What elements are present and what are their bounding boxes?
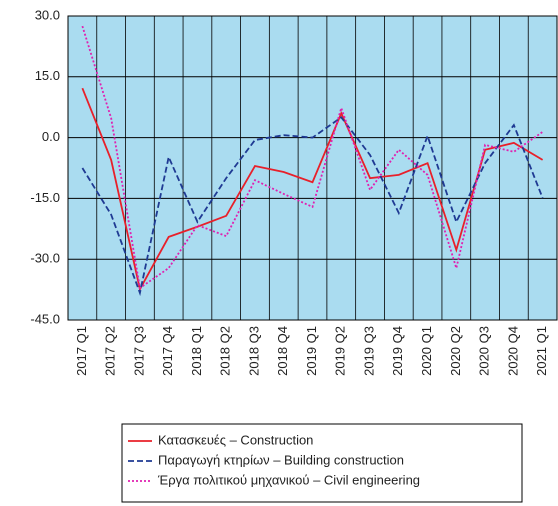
legend-label: Παραγωγή κτηρίων – Building construction xyxy=(158,452,404,467)
x-tick-label: 2020 Q4 xyxy=(505,326,520,376)
x-tick-label: 2021 Q1 xyxy=(534,326,549,376)
x-tick-label: 2018 Q1 xyxy=(189,326,204,376)
y-tick-label: 0.0 xyxy=(42,129,60,144)
x-tick-label: 2017 Q3 xyxy=(131,326,146,376)
x-tick-label: 2020 Q1 xyxy=(419,326,434,376)
x-tick-label: 2017 Q4 xyxy=(160,326,175,376)
series-line xyxy=(81,25,544,290)
y-tick-label: -15.0 xyxy=(30,190,60,205)
x-tick-label: 2019 Q3 xyxy=(361,326,376,376)
x-tick-label: 2019 Q2 xyxy=(333,326,348,376)
x-tick-label: 2020 Q2 xyxy=(448,326,463,376)
plot-border xyxy=(67,15,558,321)
legend-label: Έργα πολιτικού μηχανικού – Civil enginee… xyxy=(157,472,420,487)
x-tick-label: 2018 Q4 xyxy=(275,326,290,376)
x-tick-label: 2018 Q2 xyxy=(218,326,233,376)
y-tick-label: -45.0 xyxy=(30,311,60,326)
x-tick-label: 2017 Q1 xyxy=(74,326,89,376)
legend-box xyxy=(121,423,523,503)
x-tick-label: 2019 Q1 xyxy=(304,326,319,376)
x-tick-label: 2018 Q3 xyxy=(246,326,261,376)
series-line xyxy=(81,116,544,297)
y-tick-label: 15.0 xyxy=(35,68,60,83)
y-tick-label: 30.0 xyxy=(35,7,60,22)
plot-area xyxy=(68,16,557,320)
x-tick-label: 2017 Q2 xyxy=(103,326,118,376)
x-tick-label: 2019 Q4 xyxy=(390,326,405,376)
y-tick-label: -30.0 xyxy=(30,251,60,266)
legend-label: Κατασκευές – Construction xyxy=(158,432,313,447)
x-tick-label: 2020 Q3 xyxy=(477,326,492,376)
series-line xyxy=(81,87,544,292)
